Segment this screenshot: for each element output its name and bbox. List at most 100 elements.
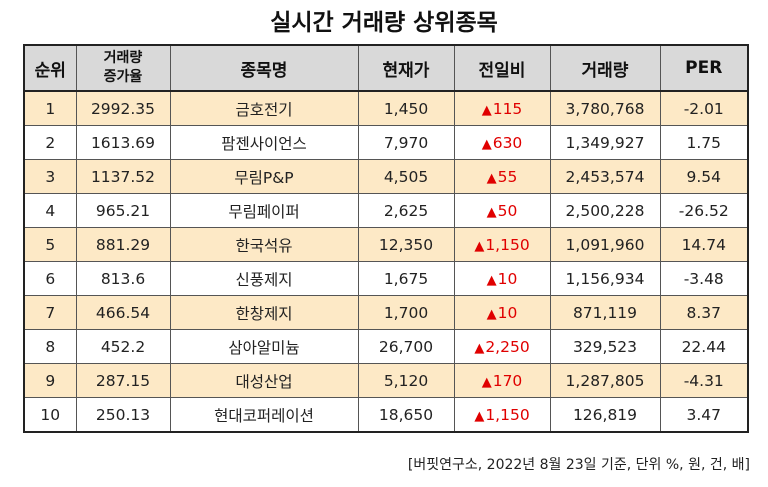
volume-increase-cell: 466.54 bbox=[75, 295, 171, 330]
volume-cell: 1,156,934 bbox=[549, 261, 661, 296]
volume-cell: 2,453,574 bbox=[549, 159, 661, 194]
up-triangle-icon: ▲ bbox=[486, 170, 497, 186]
per-cell: 22.44 bbox=[659, 329, 749, 364]
table-row: 6 813.6 신풍제지 1,675 ▲10 1,156,934 -3.48 bbox=[23, 261, 749, 296]
per-cell: 1.75 bbox=[659, 125, 749, 160]
rank-cell: 7 bbox=[23, 295, 77, 330]
rank-cell: 1 bbox=[23, 90, 77, 126]
stock-name-cell: 무림P&P bbox=[169, 159, 359, 194]
change-value: 10 bbox=[497, 269, 518, 288]
page-title: 실시간 거래량 상위종목 bbox=[270, 10, 498, 36]
change-cell: ▲1,150 bbox=[453, 227, 551, 262]
up-triangle-icon: ▲ bbox=[481, 102, 492, 118]
change-cell: ▲2,250 bbox=[453, 329, 551, 364]
stock-name-cell: 한국석유 bbox=[169, 227, 359, 262]
header-volume-increase: 거래량 증가율 bbox=[75, 44, 171, 92]
per-cell: -26.52 bbox=[659, 193, 749, 228]
volume-increase-cell: 452.2 bbox=[75, 329, 171, 364]
volume-cell: 3,780,768 bbox=[549, 90, 661, 126]
per-cell: -2.01 bbox=[659, 90, 749, 126]
header-current-price: 현재가 bbox=[357, 44, 455, 92]
header-volume: 거래량 bbox=[549, 44, 661, 92]
change-cell: ▲10 bbox=[453, 295, 551, 330]
table-row: 8 452.2 삼아알미늄 26,700 ▲2,250 329,523 22.44 bbox=[23, 329, 749, 364]
change-value: 55 bbox=[497, 167, 518, 186]
change-cell: ▲55 bbox=[453, 159, 551, 194]
stock-name-cell: 무림페이퍼 bbox=[169, 193, 359, 228]
table-row: 5 881.29 한국석유 12,350 ▲1,150 1,091,960 14.74 bbox=[23, 227, 749, 262]
per-cell: 14.74 bbox=[659, 227, 749, 262]
volume-increase-cell: 1613.69 bbox=[75, 125, 171, 160]
stock-name-cell: 신풍제지 bbox=[169, 261, 359, 296]
volume-cell: 1,287,805 bbox=[549, 363, 661, 398]
up-triangle-icon: ▲ bbox=[481, 374, 492, 390]
change-cell: ▲50 bbox=[453, 193, 551, 228]
volume-increase-cell: 287.15 bbox=[75, 363, 171, 398]
change-value: 10 bbox=[497, 303, 518, 322]
volume-increase-cell: 250.13 bbox=[75, 397, 171, 433]
volume-cell: 1,349,927 bbox=[549, 125, 661, 160]
stock-name-cell: 금호전기 bbox=[169, 90, 359, 126]
source-footnote: [버핏연구소, 2022년 8월 23일 기준, 단위 %, 원, 건, 배] bbox=[407, 457, 750, 473]
current-price-cell: 7,970 bbox=[357, 125, 455, 160]
stock-name-cell: 삼아알미늄 bbox=[169, 329, 359, 364]
header-change: 전일비 bbox=[453, 44, 551, 92]
change-value: 1,150 bbox=[485, 235, 530, 254]
current-price-cell: 5,120 bbox=[357, 363, 455, 398]
change-value: 115 bbox=[492, 99, 523, 118]
up-triangle-icon: ▲ bbox=[474, 238, 485, 254]
volume-increase-cell: 1137.52 bbox=[75, 159, 171, 194]
per-cell: -4.31 bbox=[659, 363, 749, 398]
change-value: 50 bbox=[497, 201, 518, 220]
change-cell: ▲10 bbox=[453, 261, 551, 296]
change-value: 1,150 bbox=[485, 405, 530, 424]
volume-increase-cell: 2992.35 bbox=[75, 90, 171, 126]
rank-cell: 5 bbox=[23, 227, 77, 262]
current-price-cell: 12,350 bbox=[357, 227, 455, 262]
per-cell: 3.47 bbox=[659, 397, 749, 433]
up-triangle-icon: ▲ bbox=[481, 136, 492, 152]
current-price-cell: 18,650 bbox=[357, 397, 455, 433]
rank-cell: 4 bbox=[23, 193, 77, 228]
volume-cell: 2,500,228 bbox=[549, 193, 661, 228]
up-triangle-icon: ▲ bbox=[486, 306, 497, 322]
volume-increase-cell: 813.6 bbox=[75, 261, 171, 296]
table-row: 2 1613.69 팜젠사이언스 7,970 ▲630 1,349,927 1.75 bbox=[23, 125, 749, 160]
header-volume-increase-line1: 거래량 bbox=[103, 50, 143, 66]
volume-ranking-table: 순위 거래량 증가율 종목명 현재가 전일비 거래량 PER 1 2992.35 금… bbox=[23, 44, 749, 433]
current-price-cell: 4,505 bbox=[357, 159, 455, 194]
change-value: 630 bbox=[492, 133, 523, 152]
volume-cell: 126,819 bbox=[549, 397, 661, 433]
volume-increase-cell: 881.29 bbox=[75, 227, 171, 262]
header-stock-name: 종목명 bbox=[169, 44, 359, 92]
current-price-cell: 1,450 bbox=[357, 90, 455, 126]
rank-cell: 8 bbox=[23, 329, 77, 364]
rank-cell: 10 bbox=[23, 397, 77, 433]
up-triangle-icon: ▲ bbox=[486, 204, 497, 220]
rank-cell: 3 bbox=[23, 159, 77, 194]
header-per: PER bbox=[659, 44, 749, 92]
change-cell: ▲115 bbox=[453, 90, 551, 126]
table-row: 3 1137.52 무림P&P 4,505 ▲55 2,453,574 9.54 bbox=[23, 159, 749, 194]
change-cell: ▲1,150 bbox=[453, 397, 551, 433]
change-value: 170 bbox=[492, 371, 523, 390]
up-triangle-icon: ▲ bbox=[474, 340, 485, 356]
change-cell: ▲630 bbox=[453, 125, 551, 160]
header-volume-increase-line2: 증가율 bbox=[103, 69, 143, 85]
change-value: 2,250 bbox=[485, 337, 530, 356]
volume-increase-cell: 965.21 bbox=[75, 193, 171, 228]
per-cell: -3.48 bbox=[659, 261, 749, 296]
change-cell: ▲170 bbox=[453, 363, 551, 398]
up-triangle-icon: ▲ bbox=[474, 408, 485, 424]
table-row: 4 965.21 무림페이퍼 2,625 ▲50 2,500,228 -26.52 bbox=[23, 193, 749, 228]
current-price-cell: 26,700 bbox=[357, 329, 455, 364]
per-cell: 9.54 bbox=[659, 159, 749, 194]
volume-cell: 871,119 bbox=[549, 295, 661, 330]
stock-name-cell: 대성산업 bbox=[169, 363, 359, 398]
per-cell: 8.37 bbox=[659, 295, 749, 330]
table-row: 10 250.13 현대코퍼레이션 18,650 ▲1,150 126,819 3.47 bbox=[23, 397, 749, 433]
up-triangle-icon: ▲ bbox=[486, 272, 497, 288]
rank-cell: 2 bbox=[23, 125, 77, 160]
current-price-cell: 1,675 bbox=[357, 261, 455, 296]
table-row: 7 466.54 한창제지 1,700 ▲10 871,119 8.37 bbox=[23, 295, 749, 330]
